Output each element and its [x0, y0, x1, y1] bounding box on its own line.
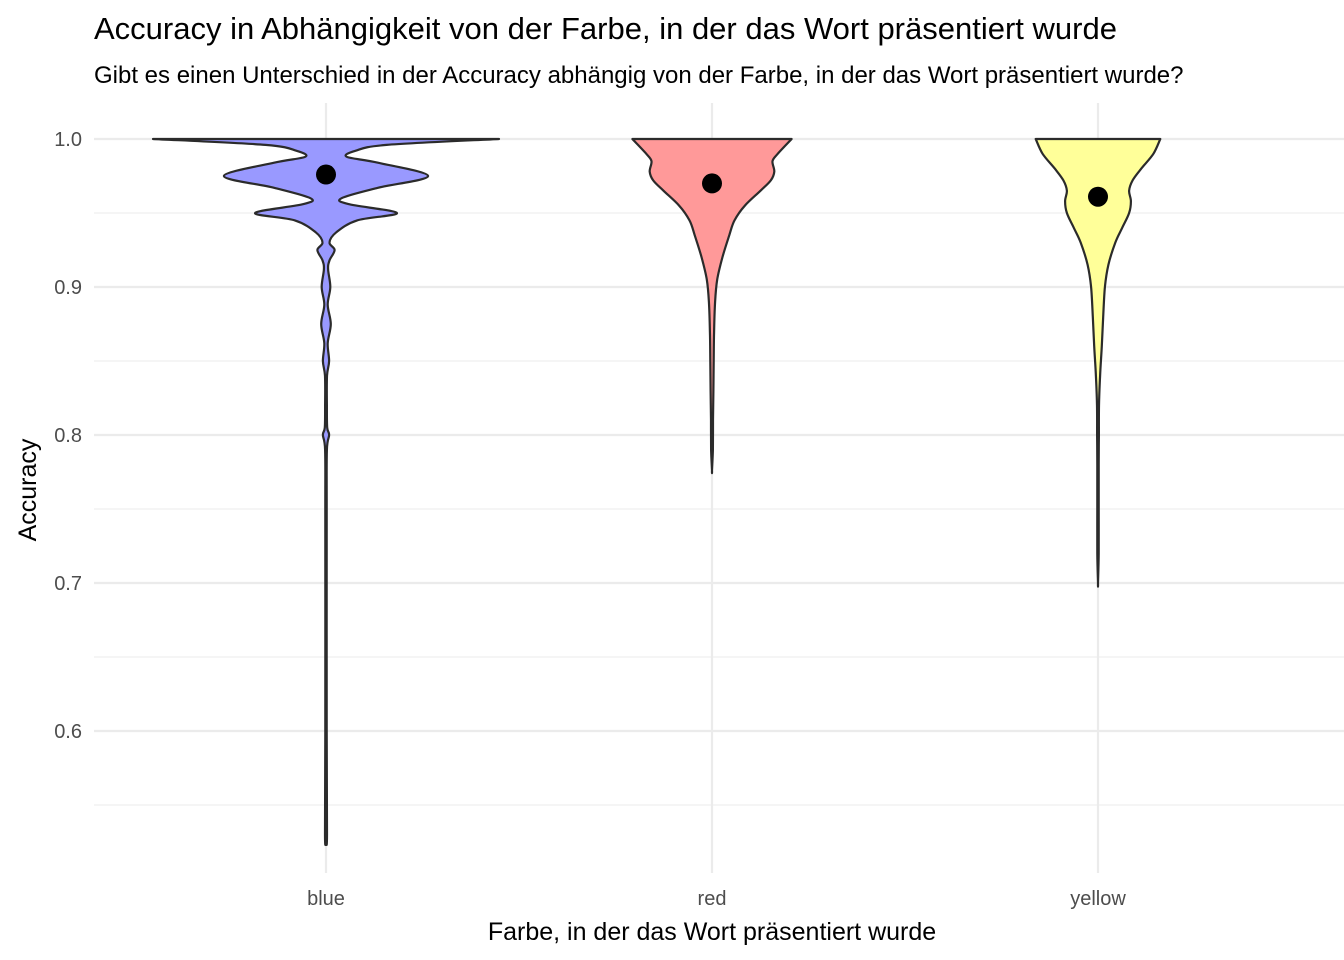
- chart-title: Accuracy in Abhängigkeit von der Farbe, …: [94, 11, 1117, 46]
- x-axis-title: Farbe, in der das Wort präsentiert wurde: [488, 918, 936, 946]
- mean-point-yellow: [1088, 186, 1108, 207]
- x-tick-label: blue: [307, 888, 345, 910]
- violins: [151, 137, 1162, 846]
- y-axis-title: Accuracy: [14, 438, 42, 541]
- y-tick-label: 0.8: [54, 425, 82, 447]
- mean-point-blue: [316, 164, 336, 185]
- violin-yellow: [1034, 137, 1162, 588]
- x-axis-ticks: blue red yellow: [307, 888, 1126, 910]
- y-tick-label: 0.7: [54, 573, 82, 595]
- x-tick-label: red: [698, 888, 727, 910]
- y-axis-ticks: 0.6 0.7 0.8 0.9 1.0: [54, 129, 82, 743]
- x-tick-label: yellow: [1070, 888, 1126, 910]
- chart-subtitle: Gibt es einen Unterschied in der Accurac…: [94, 62, 1183, 89]
- violin-red: [631, 137, 793, 475]
- mean-point-red: [702, 173, 722, 194]
- y-tick-label: 0.9: [54, 277, 82, 299]
- y-tick-label: 0.6: [54, 721, 82, 743]
- violin-blue: [151, 137, 501, 846]
- y-tick-label: 1.0: [54, 129, 82, 151]
